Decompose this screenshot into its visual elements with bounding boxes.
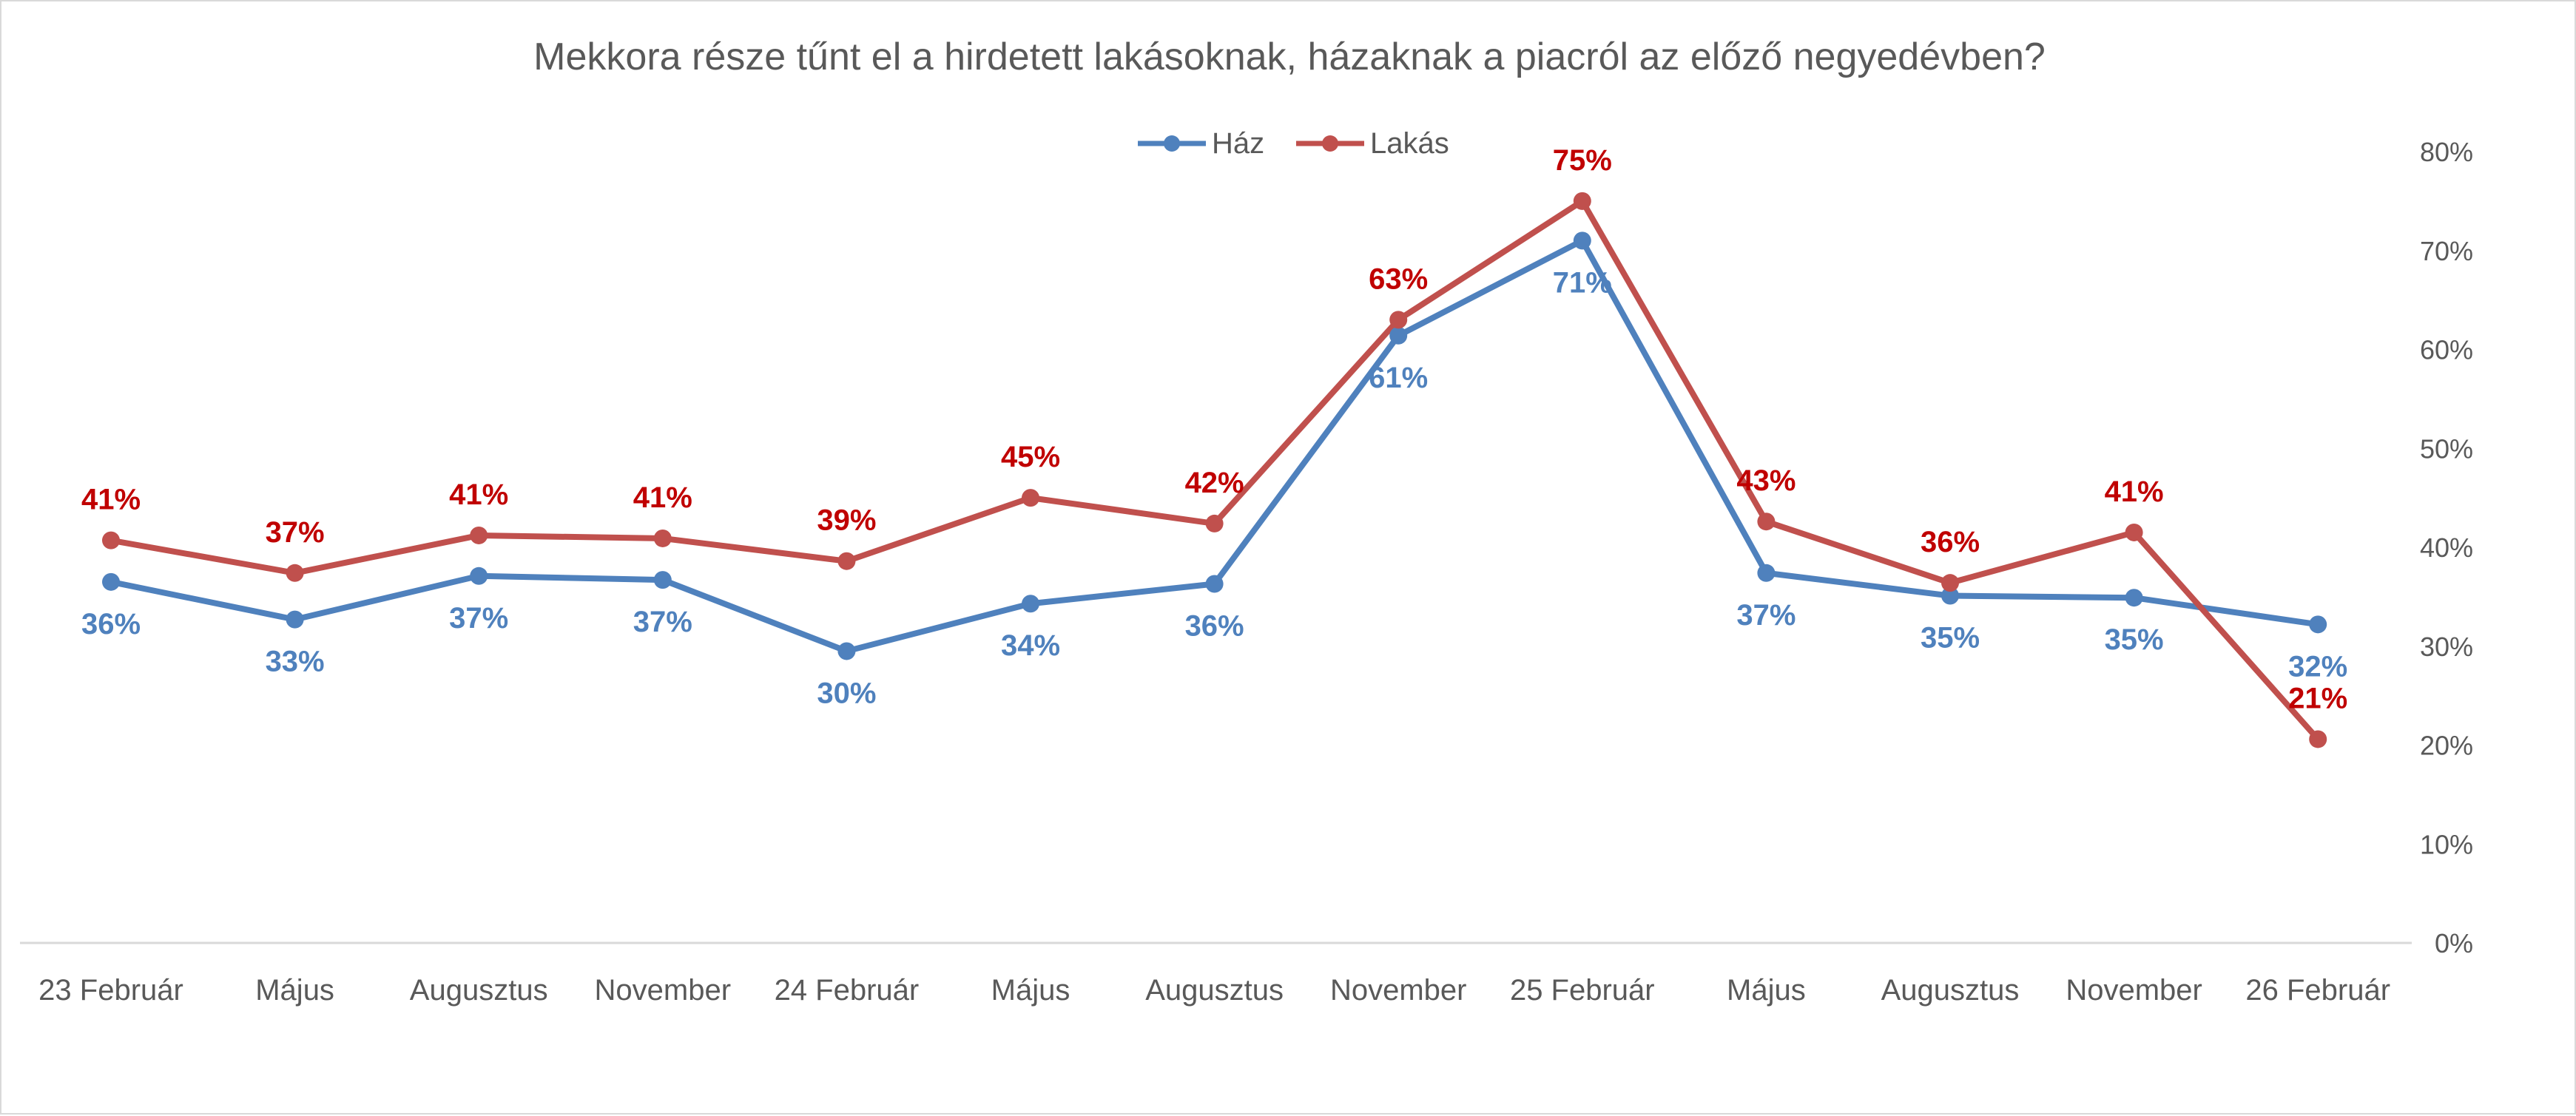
data-point-lakas	[1941, 574, 1959, 592]
data-labels: 36% 33% 37% 37% 30% 34% 36% 61% 71% 37% 35% 35% 32% 4…	[81, 144, 2347, 715]
y-tick-label: 30%	[2420, 632, 2473, 662]
y-axis: 0% 10% 20% 30% 40% 50% 60% 70% 80%	[2420, 137, 2473, 958]
data-label-lakas: 42%	[1185, 467, 1244, 499]
data-label-lakas: 75%	[1553, 144, 1612, 177]
x-tick-label: 24 Február	[775, 974, 920, 1007]
data-point-lakas	[102, 531, 120, 549]
data-point-haz	[837, 642, 856, 660]
data-point-haz	[286, 610, 304, 629]
data-label-lakas: 37%	[266, 516, 325, 549]
x-tick-label: 26 Február	[2245, 974, 2390, 1007]
data-point-haz	[1573, 231, 1591, 250]
data-label-lakas: 41%	[633, 481, 692, 514]
data-label-haz: 33%	[266, 646, 325, 678]
data-label-haz: 71%	[1553, 266, 1612, 299]
data-point-lakas	[2309, 730, 2327, 748]
y-tick-label: 10%	[2420, 829, 2473, 859]
data-label-haz: 34%	[1001, 629, 1060, 662]
data-label-lakas: 41%	[81, 484, 141, 516]
data-point-haz	[2125, 589, 2143, 607]
y-tick-label: 0%	[2435, 928, 2473, 958]
series-markers	[102, 192, 2327, 748]
y-tick-label: 70%	[2420, 236, 2473, 266]
data-label-lakas: 21%	[2288, 682, 2347, 714]
data-point-haz	[470, 567, 488, 585]
data-label-haz: 61%	[1369, 362, 1428, 394]
x-tick-label: November	[595, 974, 732, 1007]
data-label-haz: 37%	[1736, 599, 1796, 632]
data-label-lakas: 41%	[449, 478, 508, 511]
data-label-lakas: 41%	[2105, 476, 2164, 508]
data-point-haz	[1389, 326, 1408, 345]
y-tick-label: 40%	[2420, 532, 2473, 563]
y-tick-label: 50%	[2420, 433, 2473, 464]
legend: Ház Lakás	[1138, 127, 1449, 160]
data-point-haz	[1757, 564, 1776, 582]
y-tick-label: 20%	[2420, 731, 2473, 761]
y-tick-label: 80%	[2420, 137, 2473, 167]
x-tick-label: Augusztus	[1881, 974, 2020, 1007]
data-point-lakas	[470, 526, 488, 544]
data-label-haz: 37%	[449, 602, 508, 635]
data-point-lakas	[1389, 311, 1408, 329]
data-point-haz	[102, 572, 120, 591]
data-label-lakas: 43%	[1736, 464, 1796, 497]
data-label-lakas: 63%	[1369, 263, 1428, 295]
data-point-lakas	[1757, 513, 1776, 531]
data-label-haz: 32%	[2288, 650, 2347, 683]
data-point-lakas	[837, 552, 856, 570]
data-label-lakas: 45%	[1001, 441, 1060, 473]
data-label-haz: 36%	[1185, 609, 1244, 642]
legend-lakas-marker	[1322, 135, 1338, 152]
x-tick-label: Augusztus	[1145, 974, 1284, 1007]
x-tick-label: Augusztus	[410, 974, 548, 1007]
data-point-haz	[2309, 615, 2327, 634]
data-point-lakas	[1205, 514, 1224, 532]
x-tick-label: Május	[1727, 974, 1806, 1007]
x-tick-label: 23 Február	[38, 974, 183, 1007]
data-label-haz: 30%	[817, 677, 876, 709]
x-tick-label: November	[1330, 974, 1467, 1007]
x-tick-label: November	[2066, 974, 2202, 1007]
data-label-haz: 37%	[633, 606, 692, 638]
chart-title: Mekkora része tűnt el a hirdetett lakáso…	[533, 35, 2046, 78]
data-point-lakas	[653, 529, 672, 547]
data-label-haz: 35%	[2105, 623, 2164, 656]
x-tick-label: Május	[991, 974, 1070, 1007]
data-point-haz	[1941, 586, 1959, 605]
data-point-lakas	[1022, 489, 1039, 507]
data-label-lakas: 36%	[1921, 526, 1980, 558]
data-label-haz: 35%	[1921, 622, 1980, 655]
data-point-lakas	[286, 564, 304, 582]
data-point-lakas	[1573, 192, 1591, 210]
data-point-lakas	[2125, 523, 2143, 541]
legend-haz-marker	[1164, 135, 1180, 152]
x-tick-label: Május	[255, 974, 334, 1007]
legend-haz-label: Ház	[1212, 127, 1264, 160]
data-point-haz	[1205, 575, 1224, 593]
y-tick-label: 60%	[2420, 335, 2473, 365]
x-tick-label: 25 Február	[1510, 974, 1655, 1007]
data-label-haz: 36%	[81, 608, 141, 640]
x-axis: 23 Február Május Augusztus November 24 Febru…	[38, 974, 2390, 1007]
data-point-haz	[653, 571, 672, 589]
legend-lakas-label: Lakás	[1370, 127, 1449, 160]
data-point-haz	[1022, 595, 1039, 613]
data-label-lakas: 39%	[817, 504, 876, 537]
